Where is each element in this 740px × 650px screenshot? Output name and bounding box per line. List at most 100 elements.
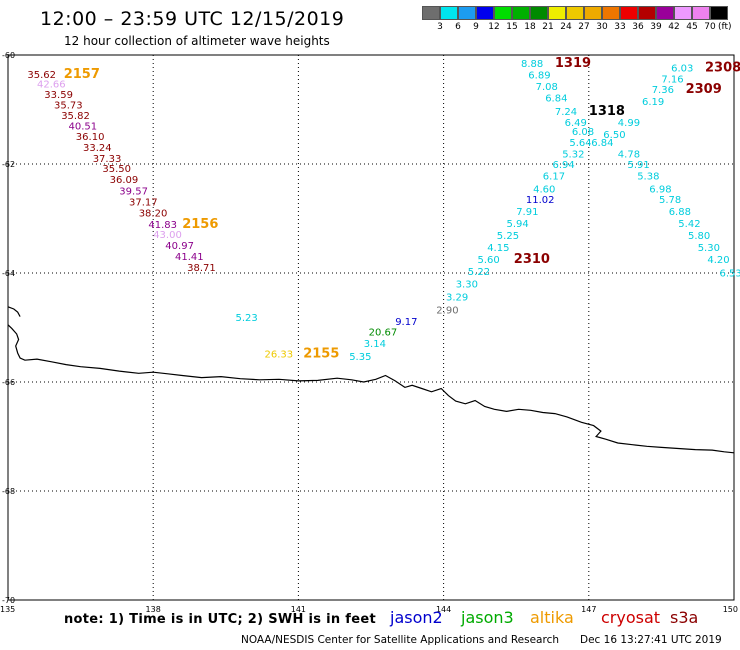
latitude-tick-label: -66 — [2, 378, 15, 387]
coastline — [7, 324, 735, 454]
wave-height-label: 9.17 — [395, 317, 417, 328]
map-frame — [7, 54, 735, 601]
wave-height-label: 6.94 — [553, 160, 575, 171]
colorbar-label: 6 — [455, 22, 461, 32]
wave-height-label: 6.53 — [720, 268, 740, 279]
pass-time-label: 1319 — [555, 56, 591, 71]
pass-time-label: 2156 — [182, 217, 218, 232]
satellite-legend-altika: altika — [530, 608, 574, 627]
wave-height-label: 41.41 — [175, 252, 204, 263]
colorbar-label: 33 — [614, 22, 626, 32]
wave-height-label: 35.62 — [27, 70, 56, 81]
colorbar-swatch — [656, 6, 674, 20]
satellite-legend-jason2: jason2 — [390, 608, 443, 627]
colorbar-label: 42 — [668, 22, 680, 32]
wave-height-label: 3.30 — [456, 280, 478, 291]
wave-height-label: 5.38 — [637, 171, 659, 182]
wave-height-label: 35.73 — [54, 100, 83, 111]
colorbar-label: 30 — [596, 22, 608, 32]
colorbar-label: 15 — [506, 22, 518, 32]
wave-height-label: 5.22 — [468, 267, 490, 278]
colorbar-swatch — [458, 6, 476, 20]
wave-height-label: 7.24 — [555, 107, 577, 118]
wave-height-label: 6.88 — [669, 207, 691, 218]
wave-height-label: 4.20 — [707, 255, 729, 266]
pass-time-label: 2309 — [686, 82, 722, 97]
wave-height-label: 6.89 — [528, 70, 550, 81]
wave-height-label: 5.91 — [628, 160, 650, 171]
colorbar-swatch — [674, 6, 692, 20]
colorbar-swatch — [638, 6, 656, 20]
wave-height-label: 35.50 — [102, 164, 131, 175]
satellite-legend-jason3: jason3 — [461, 608, 514, 627]
wave-height-label: 33.59 — [44, 90, 73, 101]
colorbar-swatch — [548, 6, 566, 20]
colorbar-swatch — [584, 6, 602, 20]
wave-height-label: 2.90 — [436, 305, 458, 316]
wave-height-label: 5.42 — [678, 219, 700, 230]
wave-height-label: 41.83 — [148, 220, 177, 231]
wave-height-label: 35.82 — [61, 111, 90, 122]
wave-height-label: 5.35 — [349, 352, 371, 363]
longitude-tick-label: 150 — [723, 605, 738, 614]
longitude-tick-label: 138 — [146, 605, 161, 614]
wave-height-label: 37.33 — [93, 154, 122, 165]
wave-height-label: 5.64 — [569, 138, 591, 149]
wave-height-label: 3.29 — [446, 292, 468, 303]
longitude-tick-label: 141 — [291, 605, 306, 614]
wave-height-label: 42.66 — [37, 80, 66, 91]
wave-height-label: 6.19 — [642, 97, 664, 108]
page-title: 12:00 – 23:59 UTC 12/15/2019 — [40, 8, 345, 30]
coastline-segment — [7, 306, 21, 317]
wave-height-label: 6.98 — [649, 184, 671, 195]
wave-height-label: 33.24 — [83, 143, 112, 154]
colorbar-label: 24 — [560, 22, 572, 32]
colorbar-swatch — [422, 6, 440, 20]
colorbar-label: 3 — [437, 22, 443, 32]
wave-height-label: 26.33 — [265, 350, 294, 361]
colorbar-label: 9 — [473, 22, 479, 32]
colorbar-swatch — [530, 6, 548, 20]
wave-height-label: 38.71 — [187, 263, 216, 274]
wave-height-label: 6.49 — [565, 118, 587, 129]
wave-height-label: 37.17 — [129, 197, 158, 208]
colorbar-swatch — [620, 6, 638, 20]
colorbar-swatch — [512, 6, 530, 20]
longitude-tick-label: 144 — [436, 605, 451, 614]
latitude-tick-label: -68 — [2, 487, 15, 496]
wave-height-label: 8.88 — [521, 59, 543, 70]
wave-height-label: 6.84 — [591, 138, 613, 149]
colorbar-swatch — [602, 6, 620, 20]
longitude-tick-label: 147 — [581, 605, 596, 614]
wave-height-label: 4.60 — [533, 184, 555, 195]
wave-height-label: 36.09 — [110, 175, 139, 186]
wave-height-label: 5.23 — [236, 313, 258, 324]
wave-height-label: 7.36 — [652, 85, 674, 96]
wave-height-label: 5.25 — [497, 231, 519, 242]
colorbar-swatch — [692, 6, 710, 20]
colorbar-swatch — [494, 6, 512, 20]
wave-height-label: 36.10 — [76, 132, 105, 143]
wave-height-label: 43.00 — [153, 230, 182, 241]
satellite-legend-s3a: s3a — [670, 608, 699, 627]
wave-height-label: 40.51 — [69, 122, 98, 133]
wave-height-label: 4.15 — [487, 243, 509, 254]
wave-height-label: 5.30 — [698, 243, 720, 254]
colorbar-label: 36 — [632, 22, 644, 32]
wave-height-label: 7.16 — [661, 74, 683, 85]
wave-height-label: 6.08 — [572, 127, 594, 138]
wave-height-label: 11.02 — [526, 195, 555, 206]
colorbar-swatch — [476, 6, 494, 20]
wave-height-label: 6.84 — [545, 93, 567, 104]
wave-height-label: 6.50 — [603, 130, 625, 141]
colorbar-swatch — [440, 6, 458, 20]
colorbar-label: 39 — [650, 22, 662, 32]
wave-height-label: 4.99 — [618, 118, 640, 129]
wave-height-label: 6.03 — [671, 63, 693, 74]
colorbar-label: 70 — [704, 22, 716, 32]
satellite-legend-cryosat: cryosat — [601, 608, 661, 627]
longitude-tick-label: 135 — [0, 605, 15, 614]
wave-height-label: 5.80 — [688, 231, 710, 242]
